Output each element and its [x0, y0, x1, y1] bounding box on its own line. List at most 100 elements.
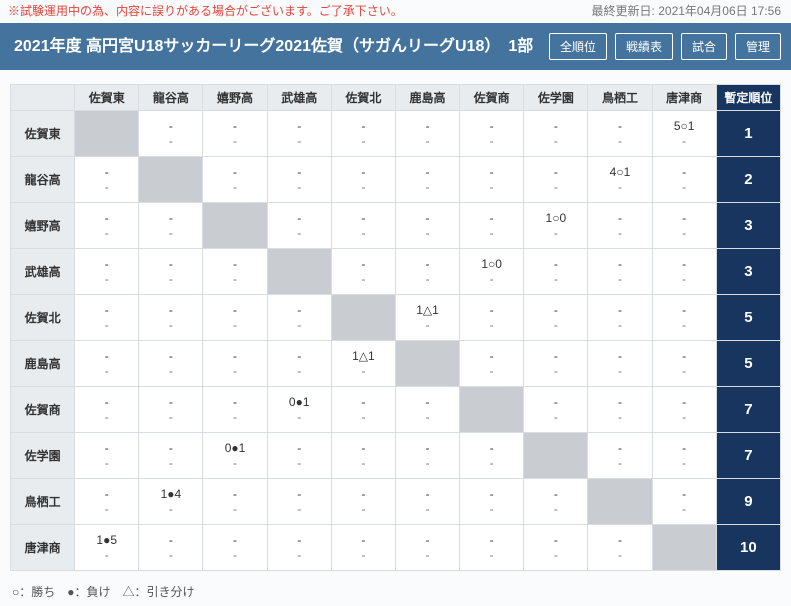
- result-cell: --: [331, 433, 395, 479]
- row-header: 佐学園: [11, 433, 75, 479]
- result-cell: --: [588, 525, 652, 571]
- result-cell: --: [267, 341, 331, 387]
- result-cell: 0●1-: [267, 387, 331, 433]
- result-cell: --: [395, 433, 459, 479]
- result-cell: --: [460, 295, 524, 341]
- result-cell: --: [588, 387, 652, 433]
- result-cell: --: [652, 479, 716, 525]
- result-cell: --: [395, 479, 459, 525]
- result-cell: --: [139, 203, 203, 249]
- row-header: 鳥栖工: [11, 479, 75, 525]
- result-cell: [652, 525, 716, 571]
- rank-cell: 5: [716, 341, 780, 387]
- table-row: 佐賀商------0●1-----------7: [11, 387, 781, 433]
- rank-cell: 10: [716, 525, 780, 571]
- result-cell: --: [75, 341, 139, 387]
- result-cell: 1○0-: [524, 203, 588, 249]
- trial-warning: ※試験運用中の為、内容に誤りがある場合がございます。ご了承下さい。: [8, 2, 403, 19]
- result-cell: --: [460, 157, 524, 203]
- result-cell: --: [652, 157, 716, 203]
- result-cell: --: [139, 525, 203, 571]
- result-cell: --: [460, 525, 524, 571]
- row-header: 佐賀北: [11, 295, 75, 341]
- result-cell: 1●5-: [75, 525, 139, 571]
- result-cell: [588, 479, 652, 525]
- result-cell: --: [331, 111, 395, 157]
- col-header: 鳥栖工: [588, 85, 652, 111]
- result-cell: --: [524, 157, 588, 203]
- result-cell: --: [267, 525, 331, 571]
- rank-cell: 7: [716, 387, 780, 433]
- result-cell: --: [203, 111, 267, 157]
- col-header: 龍谷高: [139, 85, 203, 111]
- result-cell: [395, 341, 459, 387]
- table-row: 佐賀東----------------5○1-1: [11, 111, 781, 157]
- result-cell: --: [75, 249, 139, 295]
- rank-cell: 9: [716, 479, 780, 525]
- table-row: 龍谷高--------------4○1---2: [11, 157, 781, 203]
- result-cell: [203, 203, 267, 249]
- result-cell: --: [331, 249, 395, 295]
- result-cell: --: [267, 295, 331, 341]
- result-cell: --: [331, 387, 395, 433]
- result-cell: --: [75, 479, 139, 525]
- result-cell: --: [267, 157, 331, 203]
- result-cell: --: [203, 249, 267, 295]
- result-cell: --: [460, 433, 524, 479]
- col-header: 唐津商: [652, 85, 716, 111]
- result-cell: --: [524, 295, 588, 341]
- result-cell: --: [203, 295, 267, 341]
- row-header: 鹿島高: [11, 341, 75, 387]
- result-cell: [524, 433, 588, 479]
- table-row: 佐賀北--------1△1---------5: [11, 295, 781, 341]
- result-cell: --: [395, 249, 459, 295]
- result-cell: 1△1-: [331, 341, 395, 387]
- result-cell: --: [652, 433, 716, 479]
- rank-cell: 7: [716, 433, 780, 479]
- result-cell: --: [203, 341, 267, 387]
- result-cell: --: [267, 433, 331, 479]
- result-cell: --: [331, 525, 395, 571]
- result-cell: --: [203, 157, 267, 203]
- row-header: 佐賀東: [11, 111, 75, 157]
- result-cell: --: [267, 111, 331, 157]
- col-header-blank: [11, 85, 75, 111]
- result-cell: --: [588, 203, 652, 249]
- result-cell: --: [267, 479, 331, 525]
- matches-button[interactable]: 試合: [681, 33, 727, 60]
- result-cell: --: [524, 341, 588, 387]
- col-header: 嬉野高: [203, 85, 267, 111]
- result-cell: --: [460, 111, 524, 157]
- rank-cell: 2: [716, 157, 780, 203]
- result-cell: --: [588, 111, 652, 157]
- results-table: 佐賀東龍谷高嬉野高武雄高佐賀北鹿島高佐賀商佐学園鳥栖工唐津商暫定順位 佐賀東--…: [10, 84, 781, 571]
- result-cell: --: [395, 525, 459, 571]
- result-cell: --: [524, 111, 588, 157]
- result-cell: --: [652, 295, 716, 341]
- table-row: 武雄高----------1○0-------3: [11, 249, 781, 295]
- result-cell: --: [395, 111, 459, 157]
- result-cell: --: [588, 295, 652, 341]
- result-cell: --: [331, 479, 395, 525]
- result-cell: --: [139, 111, 203, 157]
- table-row: 鳥栖工--1●4---------------9: [11, 479, 781, 525]
- result-cell: [75, 111, 139, 157]
- results-button[interactable]: 戦績表: [615, 33, 673, 60]
- all-rank-button[interactable]: 全順位: [549, 33, 607, 60]
- result-cell: --: [652, 387, 716, 433]
- result-cell: --: [395, 203, 459, 249]
- col-header: 佐賀商: [460, 85, 524, 111]
- legend: ○：勝ち ●：負け △：引き分け: [0, 577, 791, 606]
- col-header-rank: 暫定順位: [716, 85, 780, 111]
- page-title: 2021年度 高円宮U18サッカーリーグ2021佐賀（サガんリーグU18） 1部: [14, 34, 533, 60]
- result-cell: --: [139, 249, 203, 295]
- result-cell: --: [652, 341, 716, 387]
- result-cell: --: [75, 295, 139, 341]
- row-header: 唐津商: [11, 525, 75, 571]
- result-cell: --: [395, 387, 459, 433]
- admin-button[interactable]: 管理: [735, 33, 781, 60]
- result-cell: --: [588, 433, 652, 479]
- result-cell: [139, 157, 203, 203]
- col-header: 佐賀北: [331, 85, 395, 111]
- result-cell: --: [75, 203, 139, 249]
